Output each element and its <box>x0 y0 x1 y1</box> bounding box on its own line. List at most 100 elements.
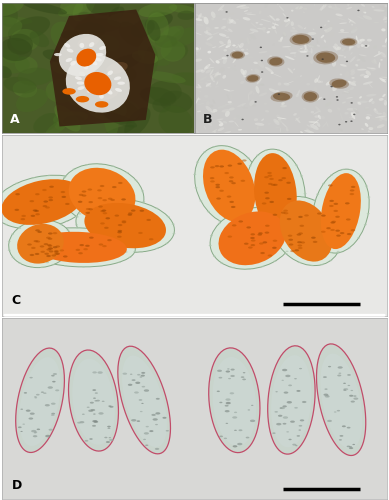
Ellipse shape <box>9 220 72 268</box>
Ellipse shape <box>51 264 54 266</box>
Ellipse shape <box>330 222 335 224</box>
Ellipse shape <box>109 6 124 20</box>
Ellipse shape <box>347 0 350 6</box>
Ellipse shape <box>51 22 78 50</box>
Ellipse shape <box>284 82 290 86</box>
Ellipse shape <box>106 441 110 443</box>
Ellipse shape <box>54 250 59 252</box>
Ellipse shape <box>234 122 239 127</box>
Ellipse shape <box>366 114 372 116</box>
Ellipse shape <box>137 374 140 376</box>
Ellipse shape <box>242 6 248 8</box>
Ellipse shape <box>42 189 47 191</box>
Ellipse shape <box>214 130 216 133</box>
Ellipse shape <box>373 126 377 128</box>
Ellipse shape <box>212 129 217 132</box>
Ellipse shape <box>314 123 319 124</box>
Ellipse shape <box>332 68 336 70</box>
Ellipse shape <box>368 98 373 102</box>
Ellipse shape <box>11 234 14 235</box>
Ellipse shape <box>313 51 338 64</box>
Ellipse shape <box>145 444 148 446</box>
Ellipse shape <box>367 39 372 42</box>
Ellipse shape <box>261 60 263 62</box>
Ellipse shape <box>259 84 265 86</box>
Ellipse shape <box>326 227 331 230</box>
Ellipse shape <box>89 236 94 239</box>
Ellipse shape <box>207 50 211 53</box>
Ellipse shape <box>323 53 328 56</box>
Ellipse shape <box>328 108 332 112</box>
Ellipse shape <box>228 39 231 46</box>
Ellipse shape <box>350 28 357 30</box>
Ellipse shape <box>238 220 243 222</box>
Ellipse shape <box>18 228 21 229</box>
Ellipse shape <box>52 381 56 382</box>
Ellipse shape <box>196 162 199 163</box>
Ellipse shape <box>261 118 264 121</box>
Ellipse shape <box>223 58 227 64</box>
Ellipse shape <box>228 48 231 49</box>
Ellipse shape <box>323 376 327 378</box>
Ellipse shape <box>231 206 235 208</box>
Ellipse shape <box>363 15 372 20</box>
Ellipse shape <box>301 90 319 102</box>
Ellipse shape <box>217 58 225 61</box>
Ellipse shape <box>281 102 285 105</box>
Ellipse shape <box>21 218 25 220</box>
Ellipse shape <box>320 80 323 83</box>
Ellipse shape <box>257 28 264 29</box>
Ellipse shape <box>273 184 278 186</box>
Ellipse shape <box>219 166 224 168</box>
Ellipse shape <box>237 150 239 151</box>
Ellipse shape <box>384 100 387 105</box>
Ellipse shape <box>86 0 120 15</box>
Ellipse shape <box>99 244 103 246</box>
Text: C: C <box>12 294 21 307</box>
Ellipse shape <box>34 397 37 398</box>
Ellipse shape <box>202 38 208 40</box>
Ellipse shape <box>347 385 350 386</box>
Ellipse shape <box>267 64 270 67</box>
Ellipse shape <box>378 51 381 55</box>
Ellipse shape <box>226 55 229 56</box>
Ellipse shape <box>234 412 237 413</box>
Ellipse shape <box>286 128 289 132</box>
Ellipse shape <box>117 82 125 85</box>
Ellipse shape <box>54 53 62 56</box>
Ellipse shape <box>238 129 242 130</box>
Ellipse shape <box>170 27 200 47</box>
Ellipse shape <box>281 212 286 214</box>
Ellipse shape <box>216 184 220 186</box>
Ellipse shape <box>210 180 215 182</box>
Ellipse shape <box>67 48 74 52</box>
Ellipse shape <box>143 438 146 440</box>
Ellipse shape <box>243 372 245 374</box>
Ellipse shape <box>218 222 221 224</box>
Ellipse shape <box>152 98 171 112</box>
Ellipse shape <box>46 255 51 257</box>
Ellipse shape <box>351 82 356 84</box>
Ellipse shape <box>247 56 254 58</box>
Ellipse shape <box>155 424 158 425</box>
Ellipse shape <box>353 108 359 114</box>
Ellipse shape <box>311 236 316 239</box>
Ellipse shape <box>17 224 64 264</box>
Ellipse shape <box>375 116 385 118</box>
Ellipse shape <box>382 79 386 80</box>
Ellipse shape <box>49 250 53 252</box>
Ellipse shape <box>351 77 355 79</box>
Ellipse shape <box>363 82 373 84</box>
Ellipse shape <box>263 242 267 244</box>
Ellipse shape <box>298 262 301 263</box>
Ellipse shape <box>265 197 270 200</box>
Ellipse shape <box>70 244 74 246</box>
Ellipse shape <box>347 108 357 110</box>
Ellipse shape <box>316 52 335 63</box>
Ellipse shape <box>51 254 56 256</box>
Ellipse shape <box>99 94 104 98</box>
Ellipse shape <box>379 116 384 121</box>
Ellipse shape <box>322 46 328 48</box>
Ellipse shape <box>261 266 265 267</box>
Ellipse shape <box>329 2 331 6</box>
